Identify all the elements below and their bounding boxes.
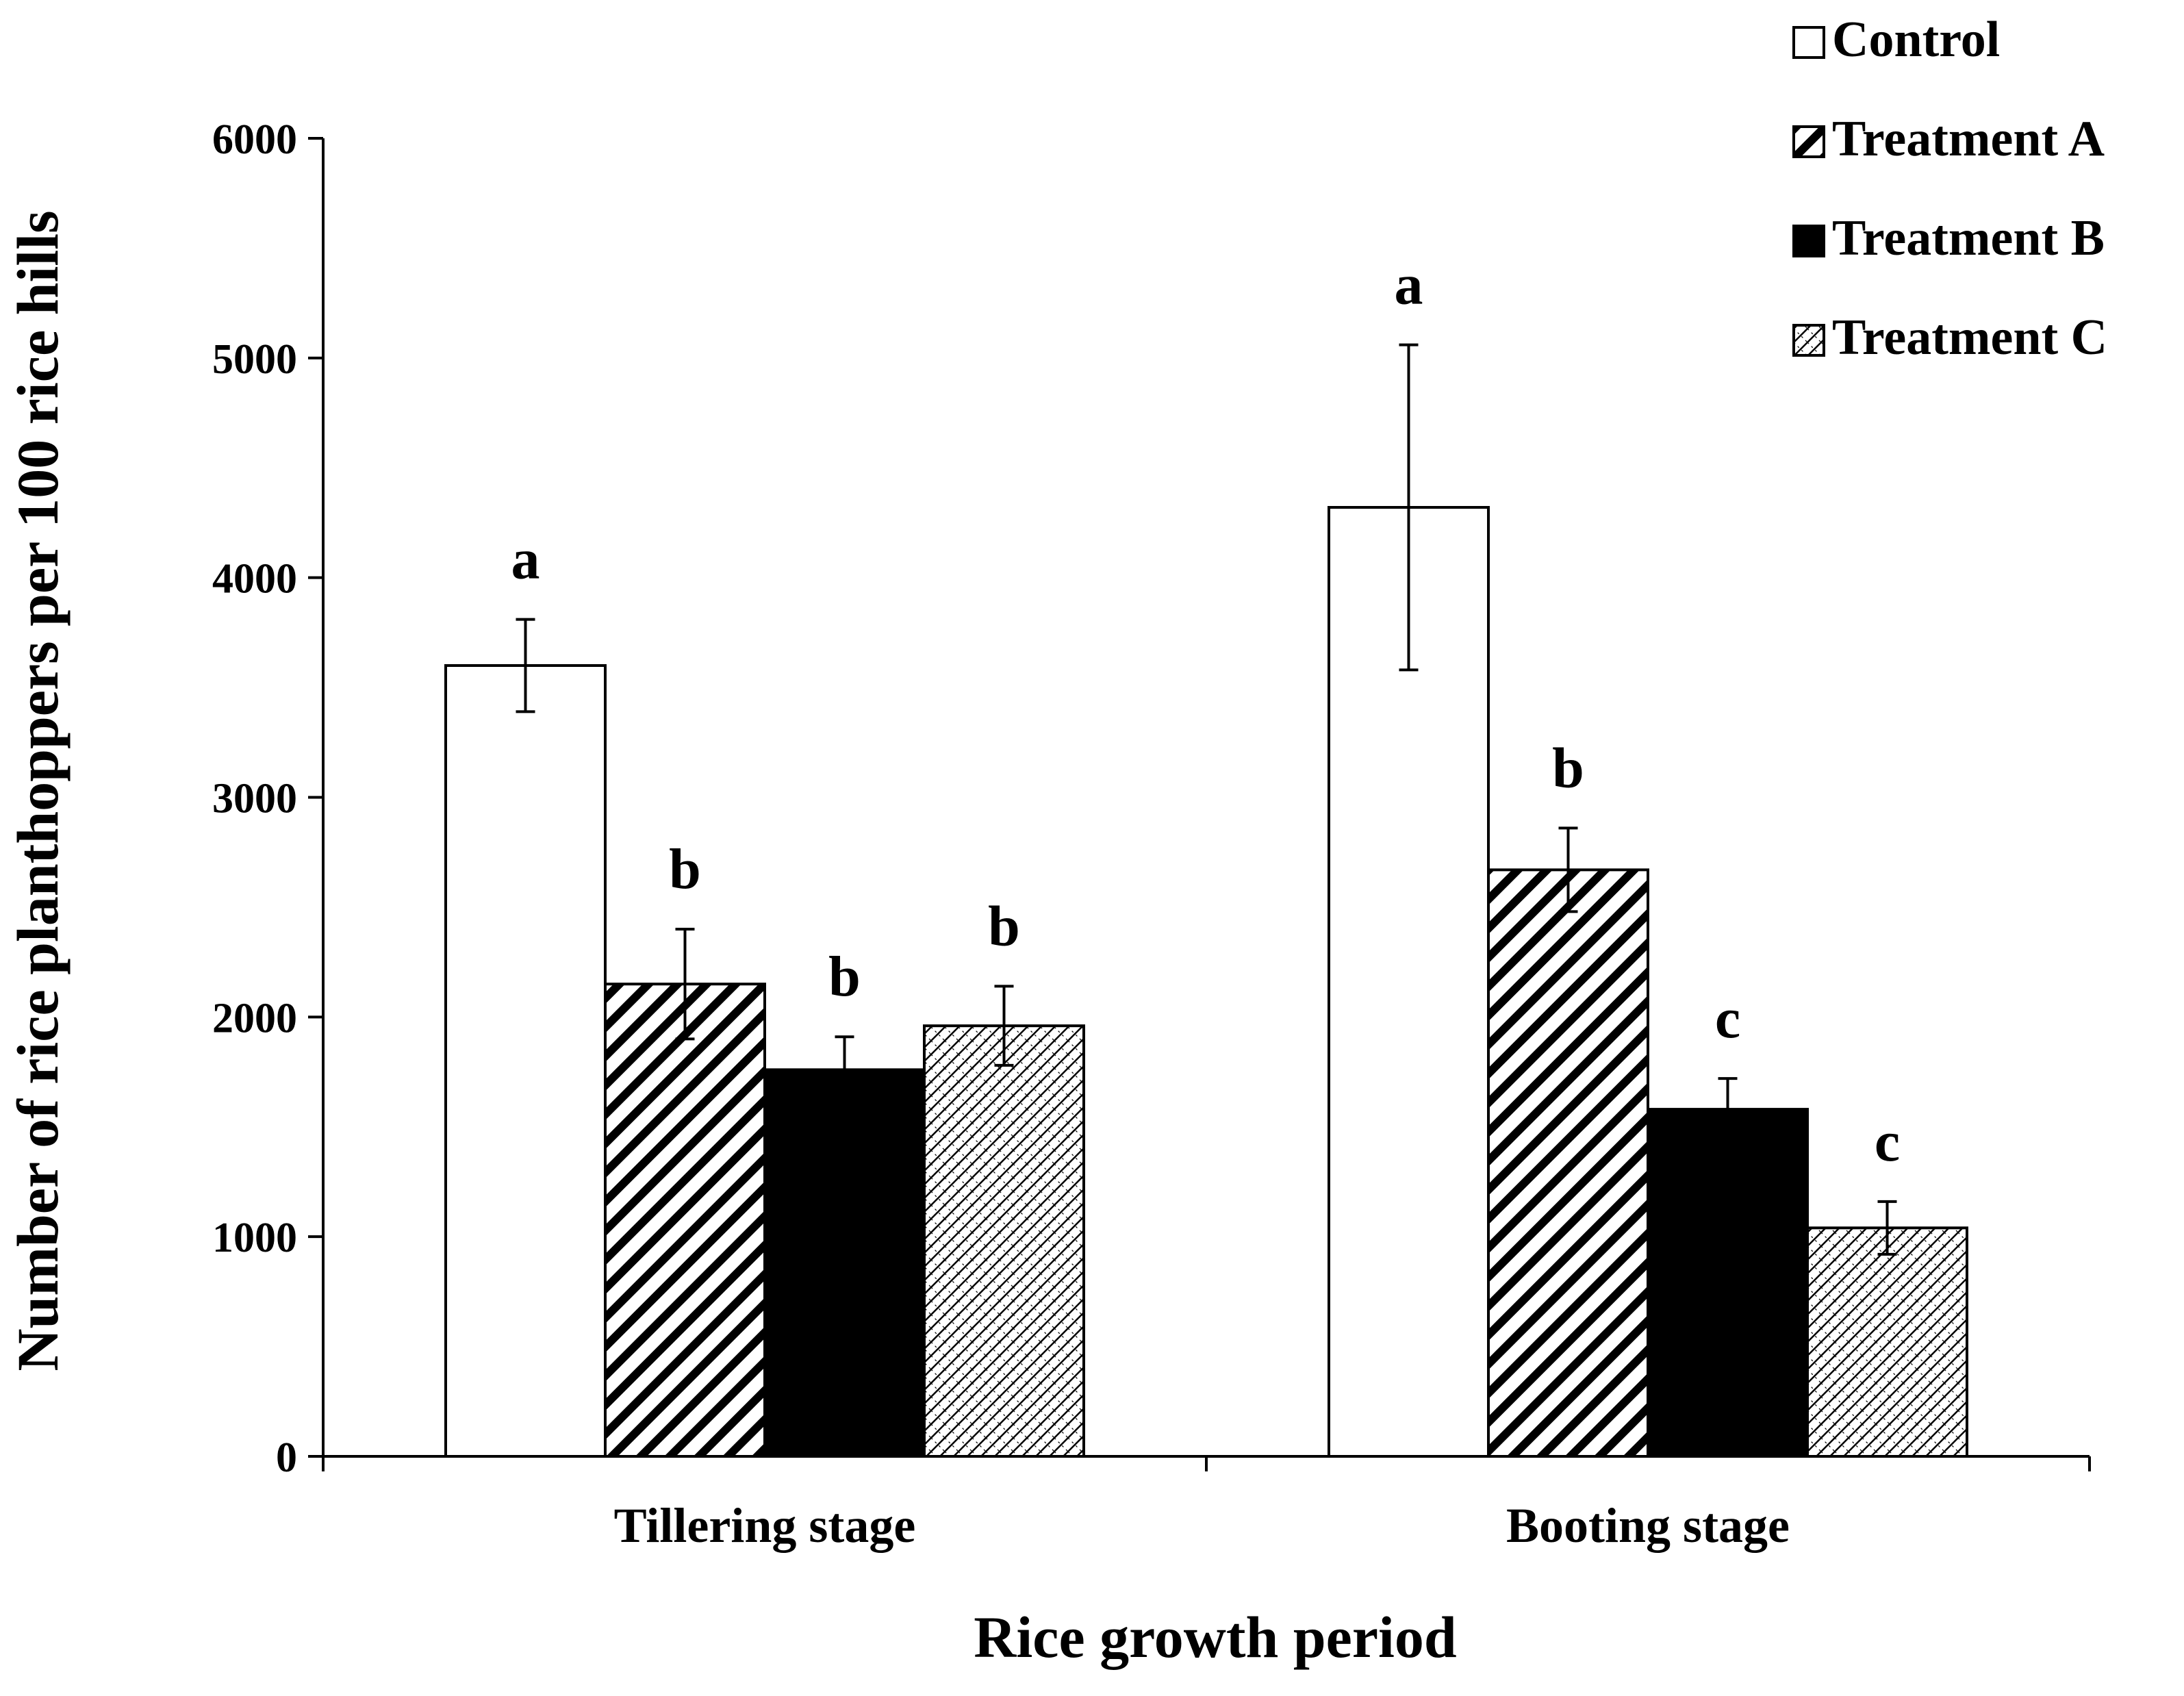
significance-letters: a b b b a b c c <box>511 253 1901 1174</box>
significance-letter: c <box>1875 1110 1900 1174</box>
bars <box>444 506 1968 1458</box>
y-tick-label: 2000 <box>212 995 297 1041</box>
significance-letter: b <box>988 894 1020 958</box>
x-category-label: Tillering stage <box>614 1498 916 1553</box>
significance-letter: b <box>828 945 861 1009</box>
significance-letter: a <box>1395 253 1423 317</box>
bar-treatment-c-0 <box>923 1024 1085 1458</box>
legend-swatch-treatment-b <box>1792 225 1825 257</box>
legend-swatch-treatment-a <box>1792 125 1825 158</box>
significance-letter: c <box>1715 987 1740 1050</box>
legend-label-control: Control <box>1832 12 2000 68</box>
bar-treatment-c-1 <box>1806 1226 1968 1458</box>
y-tick-label: 0 <box>276 1434 297 1481</box>
legend-label-treatment-b: Treatment B <box>1832 210 2105 266</box>
legend-swatch-control <box>1792 26 1825 59</box>
y-axis-title: Number of rice planthoppers per 100 rice… <box>5 210 71 1371</box>
legend-label-treatment-a: Treatment A <box>1832 111 2105 167</box>
bar-treatment-b-0 <box>763 1068 926 1458</box>
y-ticks: 0 1000 2000 3000 4000 5000 6000 <box>212 116 323 1481</box>
bar-treatment-b-1 <box>1647 1108 1809 1458</box>
significance-letter: b <box>669 837 701 901</box>
y-tick-label: 5000 <box>212 336 297 383</box>
y-tick-label: 6000 <box>212 116 297 163</box>
legend: Control Treatment A Treatment B Treatment C <box>1792 12 2107 366</box>
legend-swatch-treatment-c <box>1792 324 1825 357</box>
legend-label-treatment-c: Treatment C <box>1832 309 2107 366</box>
bar-treatment-a-1 <box>1487 868 1649 1458</box>
y-tick-label: 4000 <box>212 556 297 603</box>
y-tick-label: 3000 <box>212 776 297 822</box>
x-category-labels: Tillering stage Booting stage <box>614 1498 1790 1553</box>
x-category-label: Booting stage <box>1506 1498 1790 1553</box>
x-axis-title: Rice growth period <box>974 1604 1456 1670</box>
error-bars <box>516 343 1897 1256</box>
significance-letter: b <box>1552 736 1584 800</box>
y-tick-label: 1000 <box>212 1215 297 1261</box>
significance-letter: a <box>511 528 540 592</box>
bar-control-0 <box>444 664 607 1458</box>
bar-treatment-a-0 <box>604 983 766 1458</box>
